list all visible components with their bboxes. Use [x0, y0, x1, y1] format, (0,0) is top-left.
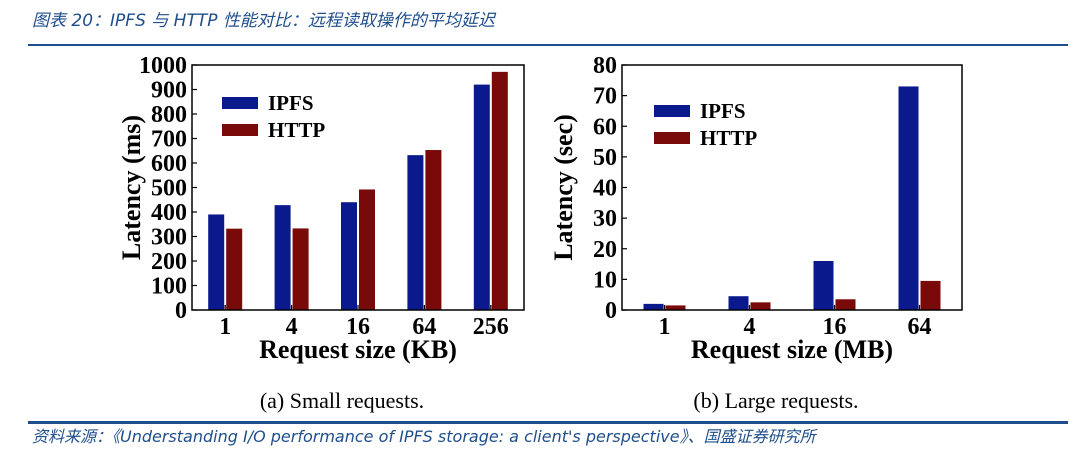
y-tick-label-800-chart1: 800	[151, 102, 187, 128]
bar-ipfs-4-chart2	[728, 296, 749, 310]
bar-ipfs-64-chart2	[898, 86, 919, 310]
legend-swatch-http-chart1	[222, 124, 258, 136]
figure-source: 资料来源：《Understanding I/O performance of I…	[32, 427, 816, 446]
bar-http-64-chart2	[920, 280, 941, 310]
x-axis-title-chart2: Request size (MB)	[691, 335, 893, 364]
x-axis-title-chart1: Request size (KB)	[259, 335, 457, 364]
x-tick-label-16-chart2: 16	[823, 314, 847, 340]
bar-http-1-chart1	[226, 228, 243, 310]
legend-label-ipfs-chart1: IPFS	[268, 91, 314, 115]
y-tick-label-0-chart1: 0	[175, 298, 187, 324]
y-tick-label-30-chart2: 30	[593, 206, 617, 232]
bar-ipfs-16-chart2	[813, 261, 834, 310]
y-tick-label-1000-chart1: 1000	[139, 53, 187, 79]
y-tick-label-10-chart2: 10	[593, 267, 617, 293]
y-tick-label-80-chart2: 80	[593, 53, 617, 79]
legend-swatch-ipfs-chart2	[654, 105, 690, 117]
x-tick-label-1-chart1: 1	[219, 314, 231, 340]
legend-swatch-http-chart2	[654, 132, 690, 144]
bar-http-64-chart1	[425, 150, 442, 310]
x-tick-label-64-chart1: 64	[412, 314, 436, 340]
legend-label-ipfs-chart2: IPFS	[700, 99, 746, 123]
x-tick-label-1-chart2: 1	[659, 314, 671, 340]
y-tick-label-0-chart2: 0	[605, 298, 617, 324]
bar-http-16-chart2	[835, 299, 856, 310]
top-divider	[28, 44, 1068, 46]
y-tick-label-100-chart1: 100	[151, 274, 187, 300]
legend-label-http-chart1: HTTP	[268, 118, 325, 142]
y-tick-label-500-chart1: 500	[151, 176, 187, 202]
y-tick-label-70-chart2: 70	[593, 84, 617, 110]
y-tick-label-900-chart1: 900	[151, 78, 187, 104]
caption-chart2: (b) Large requests.	[693, 388, 858, 413]
legend-swatch-ipfs-chart1	[222, 97, 258, 109]
bar-http-1-chart2	[665, 305, 686, 310]
y-tick-label-400-chart1: 400	[151, 200, 187, 226]
y-tick-label-40-chart2: 40	[593, 176, 617, 202]
x-tick-label-64-chart2: 64	[908, 314, 932, 340]
bar-http-4-chart2	[750, 302, 771, 310]
bar-ipfs-4-chart1	[274, 205, 291, 310]
figure-title: 图表 20：IPFS 与 HTTP 性能对比：远程读取操作的平均延迟	[32, 11, 495, 31]
bar-ipfs-64-chart1	[407, 155, 424, 310]
y-tick-label-600-chart1: 600	[151, 151, 187, 177]
x-tick-label-4-chart2: 4	[744, 314, 756, 340]
y-tick-label-300-chart1: 300	[151, 225, 187, 251]
bar-ipfs-1-chart1	[208, 214, 225, 310]
x-tick-label-256-chart1: 256	[473, 314, 509, 340]
y-tick-label-20-chart2: 20	[593, 237, 617, 263]
y-axis-title-chart1: Latency (ms)	[117, 115, 146, 260]
legend-label-http-chart2: HTTP	[700, 126, 757, 150]
y-tick-label-200-chart1: 200	[151, 249, 187, 275]
x-tick-label-4-chart1: 4	[286, 314, 298, 340]
bar-ipfs-256-chart1	[473, 84, 490, 310]
y-axis-title-chart2: Latency (sec)	[549, 114, 578, 261]
bar-ipfs-1-chart2	[643, 303, 664, 310]
x-tick-label-16-chart1: 16	[346, 314, 370, 340]
bar-http-4-chart1	[292, 228, 309, 310]
y-tick-label-50-chart2: 50	[593, 145, 617, 171]
y-tick-label-60-chart2: 60	[593, 114, 617, 140]
bar-ipfs-16-chart1	[341, 202, 357, 310]
caption-chart1: (a) Small requests.	[260, 388, 424, 413]
bottom-divider	[28, 421, 1068, 424]
bar-http-256-chart1	[491, 71, 508, 310]
y-tick-label-700-chart1: 700	[151, 127, 187, 153]
bar-http-16-chart1	[359, 189, 375, 310]
